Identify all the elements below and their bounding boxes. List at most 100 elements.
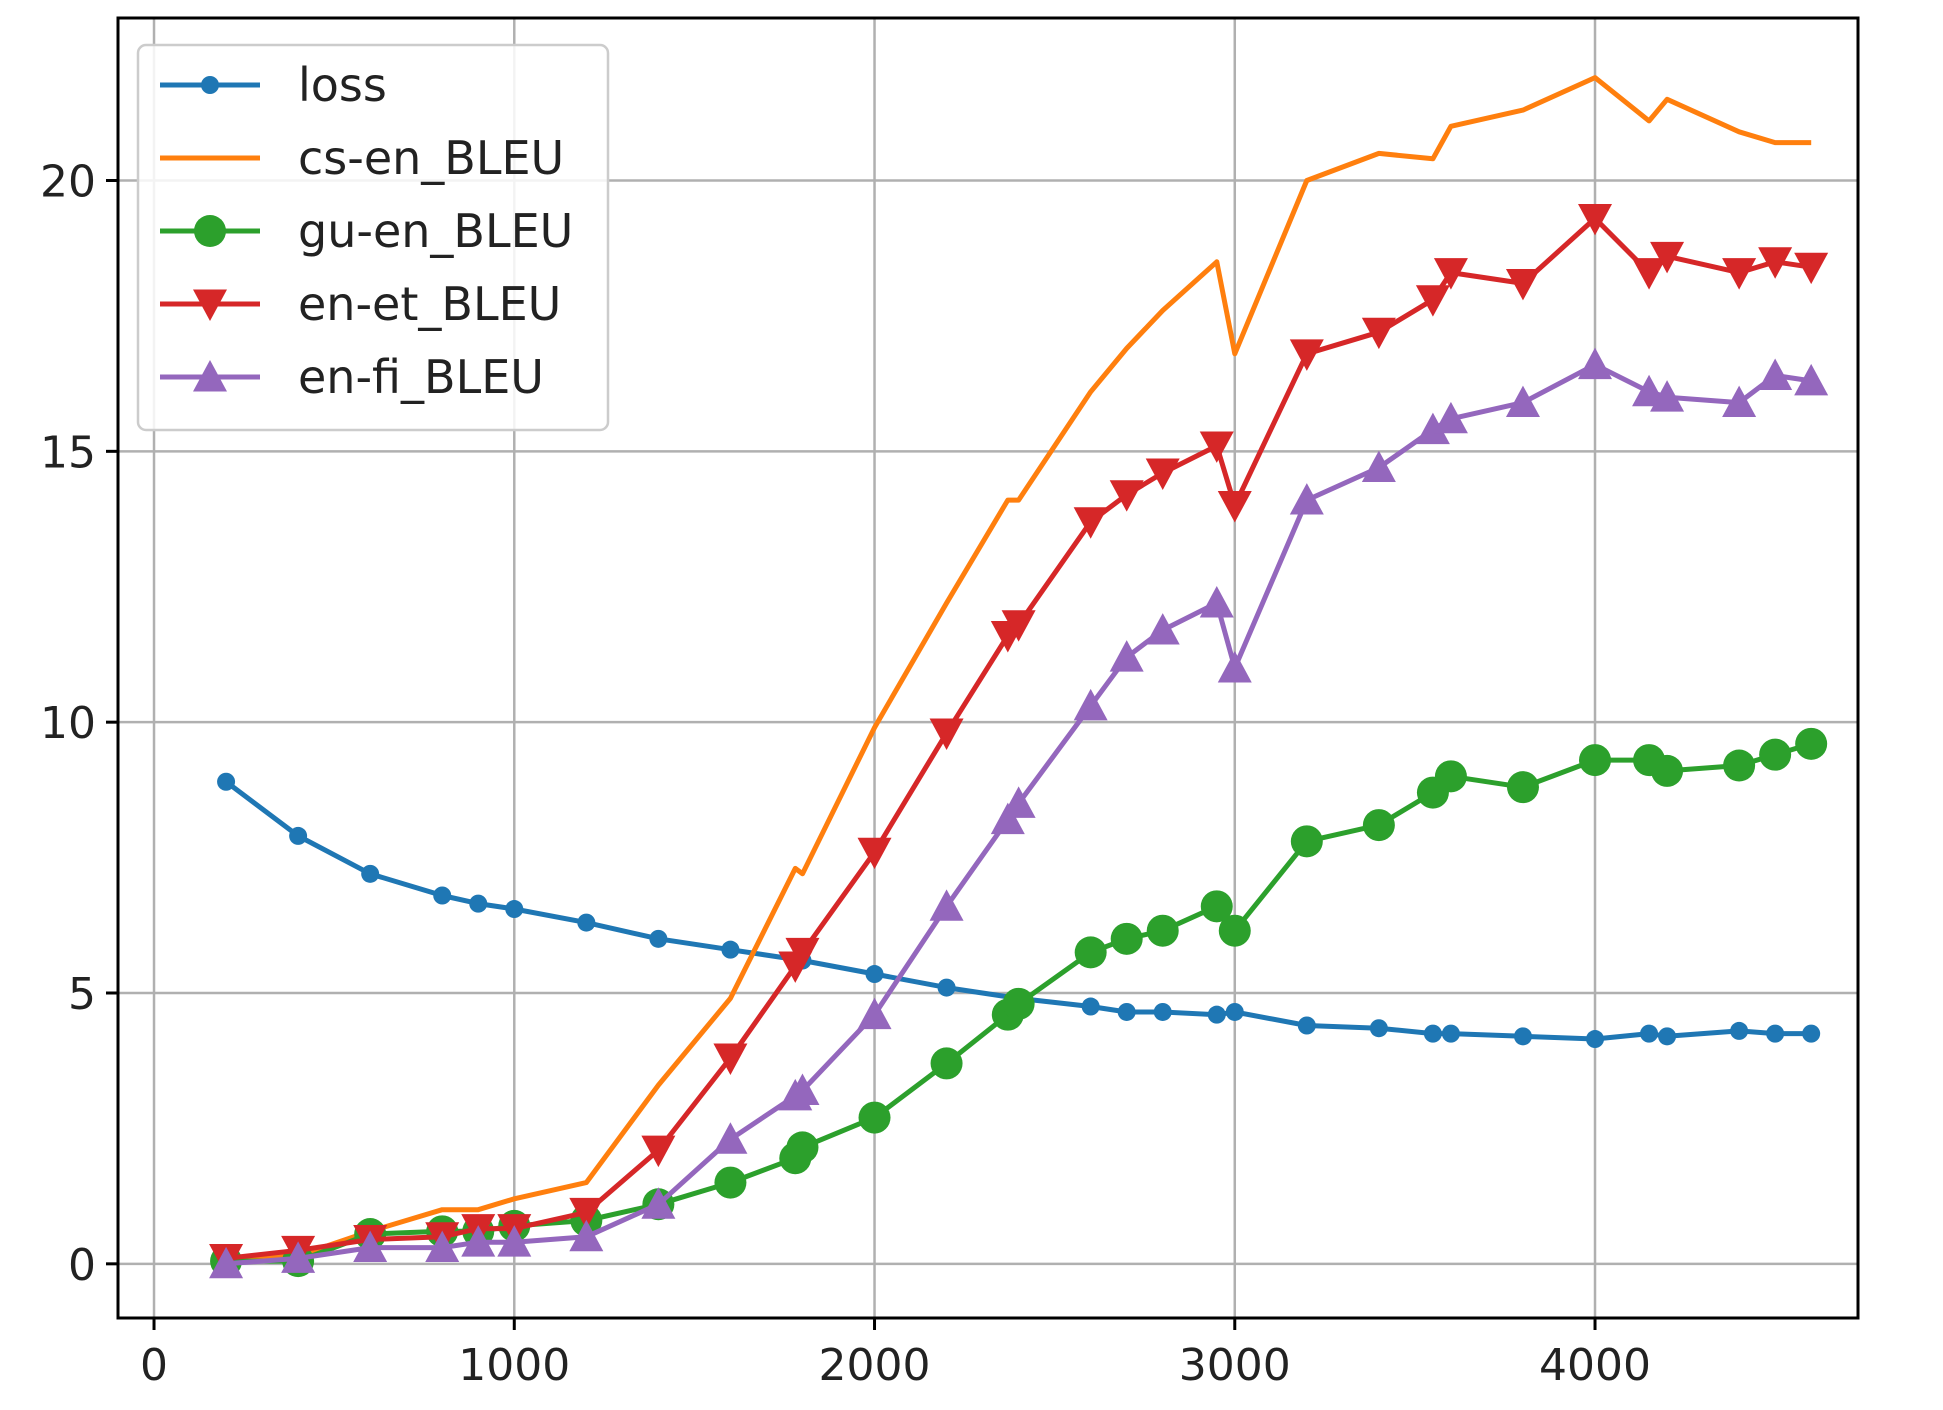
data-point [209,1246,244,1279]
x-tick-label: 4000 [1539,1340,1651,1391]
data-point [1802,1024,1821,1043]
data-point [1505,385,1540,418]
data-point [1433,401,1468,434]
data-point [1759,738,1792,771]
data-point [425,1230,460,1263]
data-point [1505,268,1540,301]
data-point [641,1187,676,1219]
data-point [1146,914,1179,947]
data-point [353,1230,388,1263]
legend-item: en-fi_BLEU [160,350,544,404]
series-lines [209,75,1829,1279]
data-point [1199,586,1234,618]
y-tick-label: 0 [68,1240,96,1291]
data-point [1109,640,1144,672]
data-point [1362,809,1395,842]
data-point [361,864,380,883]
data-point [1730,1021,1749,1040]
axis-ticks: 0 1000 2000 3000 4000 0 5 10 15 20 [40,157,1651,1392]
data-point [1434,760,1467,793]
data-point [569,1219,604,1252]
data-point [1578,203,1613,236]
data-point [1001,610,1036,642]
x-tick-label: 3000 [1179,1340,1291,1391]
legend-box [136,43,610,432]
data-point [649,929,668,948]
data-point [1199,431,1234,463]
data-point [929,889,964,921]
data-point [1153,1002,1172,1021]
data-point [217,772,236,791]
data-point [1650,380,1685,412]
data-point [865,965,884,984]
data-point [1723,749,1756,782]
data-point [469,894,488,913]
data-point [281,1241,316,1273]
data-point [577,913,596,932]
data-point [1433,258,1468,290]
legend-marker [193,289,227,321]
data-point [1289,339,1324,371]
data-point [1506,771,1539,804]
data-point [1795,727,1828,760]
data-point [929,718,964,750]
legend-item: gu-en_BLEU [160,204,573,258]
series-cs-en_BLEU [226,75,1812,1261]
data-point [713,1122,748,1154]
legend: loss cs-en_BLEU gu-en_BLEU en-et_BLEU en-fi_… [136,43,610,432]
data-point [1290,825,1323,858]
data-point [1722,258,1757,290]
data-point [1217,491,1252,523]
data-point [1415,285,1450,317]
series-en-fi_BLEU [209,347,1829,1279]
legend-marker [193,360,227,392]
legend-label: en-et_BLEU [298,277,561,331]
data-point [1110,922,1143,955]
legend-item: cs-en_BLEU [160,131,564,185]
y-tick-label: 15 [40,427,96,478]
data-point [1758,358,1793,390]
data-point [1651,754,1684,787]
data-point [289,826,308,845]
y-tick-label: 20 [40,157,96,208]
data-point [433,886,452,905]
data-point [1217,651,1252,683]
data-point [461,1225,496,1257]
data-point [1207,1005,1226,1024]
data-point [1586,1030,1605,1049]
data-point [1722,385,1757,418]
legend-item: loss [160,58,387,112]
data-point [1650,241,1685,274]
data-point [569,1197,604,1230]
data-point [714,1166,747,1199]
data-point [930,1047,963,1080]
data-point [1225,1002,1244,1021]
data-point [1579,744,1612,777]
data-point [497,1225,532,1257]
data-point [1218,914,1251,947]
data-point [1074,936,1107,969]
data-point [786,1131,819,1164]
data-point [857,837,892,870]
data-point [1578,347,1613,380]
legend-label: gu-en_BLEU [298,204,573,258]
data-point [1441,1024,1460,1043]
data-point [1117,1002,1136,1021]
data-point [1361,450,1396,483]
data-point [641,1135,676,1168]
data-point [937,978,956,997]
data-point [1073,507,1108,539]
legend-marker [194,215,226,247]
data-point [1002,987,1035,1020]
data-point [857,997,892,1030]
series-line-cs-en_BLEU [226,75,1812,1261]
data-point [1073,688,1108,721]
series-loss [217,772,1821,1049]
data-point [1145,458,1180,490]
data-point [721,940,740,959]
data-point [1794,363,1829,396]
data-point [1109,480,1144,512]
data-point [1145,613,1180,645]
x-tick-label: 1000 [458,1340,570,1391]
legend-item: en-et_BLEU [160,277,561,331]
